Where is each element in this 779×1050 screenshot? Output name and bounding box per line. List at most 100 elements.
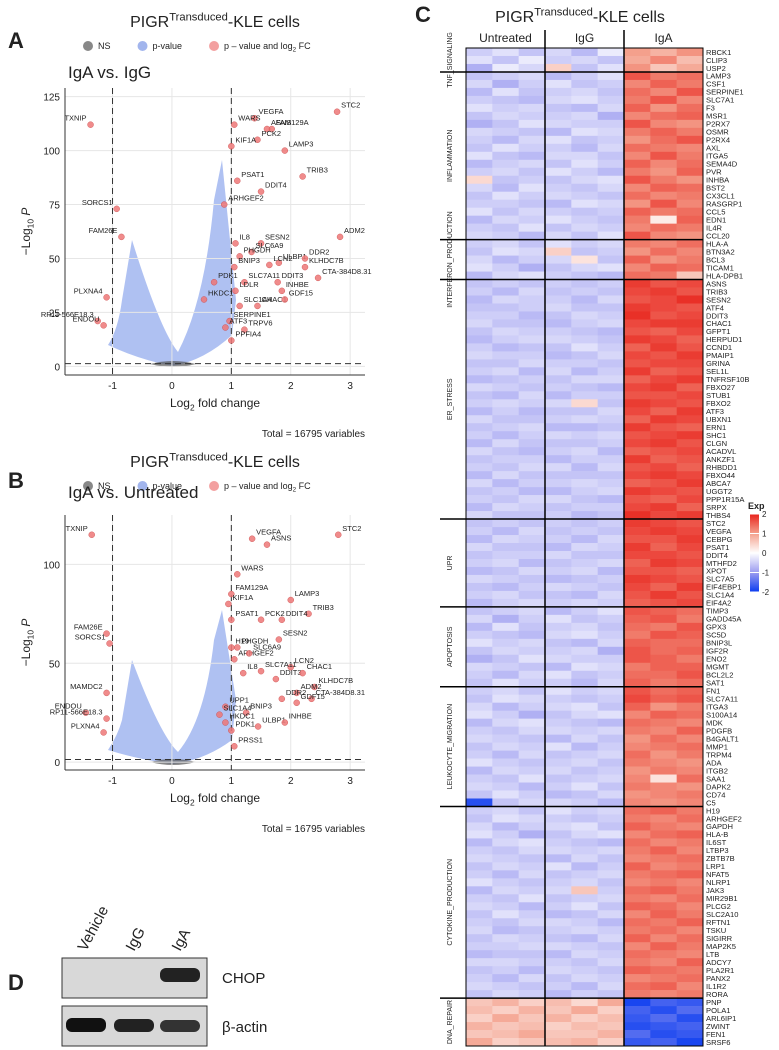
heat-cell — [676, 806, 704, 815]
heat-cell — [571, 910, 598, 919]
heat-cell — [492, 614, 519, 624]
point-label: PDK1 — [218, 271, 238, 280]
point-label: LAMP3 — [289, 140, 314, 149]
heat-cell — [545, 95, 572, 105]
heat-cell — [676, 710, 704, 719]
heat-cell — [597, 814, 625, 823]
heat-cell — [492, 519, 519, 528]
heat-cell — [571, 662, 598, 672]
heat-cell — [571, 343, 598, 352]
heat-cell — [518, 207, 546, 216]
point-label: VEGFA — [256, 528, 281, 537]
heat-cell — [518, 295, 546, 304]
heat-cell — [518, 423, 546, 432]
y-tick-label: 0 — [54, 758, 60, 769]
heat-cell — [518, 103, 546, 113]
heat-cell — [650, 199, 677, 208]
heat-cell — [597, 295, 625, 304]
text: PIGRTransduced-KLE cells — [495, 7, 665, 26]
heat-cell — [624, 351, 651, 360]
gene-label: BCL3 — [706, 255, 725, 264]
heat-cell — [624, 830, 651, 839]
heat-cell — [571, 159, 598, 169]
gene-label: UBXN1 — [706, 415, 731, 424]
colorbar-label: -1 — [762, 569, 770, 578]
heat-cell — [650, 359, 677, 368]
heat-cell — [492, 958, 519, 967]
heat-cell — [650, 774, 677, 783]
heat-cell — [518, 519, 546, 528]
point-label: HKDC1 — [229, 712, 254, 721]
heat-cell — [492, 95, 519, 105]
heat-cell — [597, 910, 625, 919]
heat-cell — [597, 590, 625, 600]
gene-label: B4GALT1 — [706, 734, 739, 743]
text-part: PIGR — [130, 454, 169, 471]
heat-cell — [650, 479, 677, 488]
heat-cell — [650, 375, 677, 384]
point — [236, 253, 243, 260]
gene-label: CLIP3 — [706, 56, 727, 65]
heat-cell — [571, 543, 598, 552]
heat-cell — [676, 207, 704, 216]
heat-cell — [518, 734, 546, 743]
heat-cell — [466, 630, 493, 640]
heat-cell — [571, 255, 598, 264]
point — [272, 675, 280, 683]
heat-cell — [518, 606, 546, 616]
heat-cell — [492, 710, 519, 719]
heat-cell — [545, 806, 572, 815]
heat-cell — [624, 942, 651, 951]
heat-cell — [545, 247, 572, 256]
heat-cell — [545, 223, 572, 232]
heat-cell — [624, 790, 651, 799]
heat-cell — [571, 582, 598, 592]
gene-label: TICAM1 — [706, 263, 734, 272]
heat-cell — [492, 311, 519, 320]
heat-cell — [545, 359, 572, 368]
point — [275, 636, 283, 643]
heat-cell — [466, 527, 493, 536]
heat-cell — [650, 423, 677, 432]
panel-label: B — [8, 468, 24, 493]
heat-cell — [571, 702, 598, 711]
heat-cell — [518, 327, 546, 336]
heat-cell — [518, 71, 546, 81]
heat-cell — [597, 367, 625, 376]
heat-cell — [650, 598, 677, 608]
heat-cell — [571, 263, 598, 272]
heat-cell — [466, 974, 493, 983]
heat-cell — [650, 87, 677, 97]
heat-cell — [650, 367, 677, 376]
heat-cell — [492, 926, 519, 935]
heat-cell — [545, 183, 572, 193]
heat-cell — [545, 838, 572, 847]
heat-cell — [492, 622, 519, 632]
x-tick-label: 0 — [169, 776, 175, 787]
heat-cell — [466, 766, 493, 775]
heat-cell — [492, 694, 519, 703]
heat-cell — [545, 942, 572, 951]
heat-cell — [597, 694, 625, 703]
point — [335, 531, 342, 539]
point-label: PHGDH — [244, 245, 271, 254]
text-part: fold change — [195, 791, 261, 805]
point-label: STC2 — [342, 524, 361, 533]
heat-cell — [492, 606, 519, 616]
heat-cell — [545, 127, 572, 137]
heat-cell — [545, 327, 572, 336]
heat-cell — [466, 958, 493, 967]
point — [228, 616, 235, 624]
heat-cell — [597, 854, 625, 863]
text-part: −Log — [19, 639, 33, 666]
heat-cell — [492, 327, 519, 336]
heat-cell — [676, 838, 704, 847]
heat-cell — [571, 391, 598, 400]
heat-cell — [466, 982, 493, 991]
heat-cell — [624, 1022, 651, 1031]
heat-cell — [518, 750, 546, 759]
group-label: TNF_SIGNALING — [447, 32, 454, 88]
heat-cell — [571, 223, 598, 232]
point — [103, 689, 110, 697]
heat-cell — [518, 191, 546, 200]
